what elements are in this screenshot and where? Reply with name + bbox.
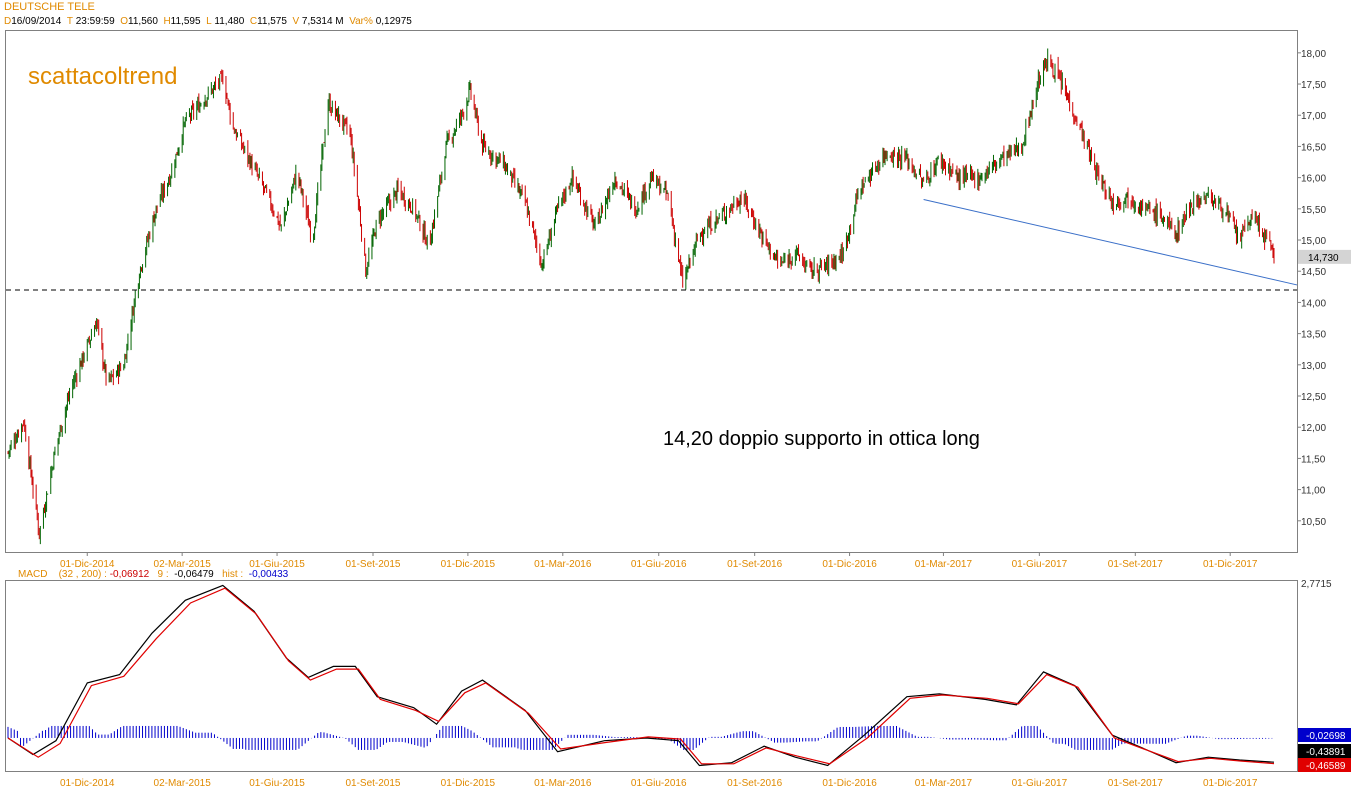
var-key: Var%	[349, 16, 373, 27]
macd-params: (32 , 200) :	[58, 569, 107, 580]
hist-label: hist :	[222, 569, 244, 580]
macd-value-label: -0,02698	[1306, 731, 1346, 742]
macd-line	[7, 584, 1275, 767]
y-tick-label: 10,50	[1301, 517, 1326, 528]
signal-label: 9 :	[157, 569, 169, 580]
y-tick-label: 17,50	[1301, 80, 1326, 91]
close-key: C	[249, 16, 258, 27]
low-key: L	[206, 16, 212, 27]
price-axis: 10,50 11,00 11,50 12,00 12,50 13,00 13,50 14,00…	[1297, 49, 1326, 528]
macd-value: -0,06912	[109, 569, 150, 580]
macd-x-tick-label: 01-Dic-2017	[1203, 778, 1258, 789]
x-tick-label: 01-Dic-2016	[822, 559, 877, 570]
last-price-label: 14,730	[1308, 253, 1339, 264]
y-tick-label: 16,50	[1301, 142, 1326, 153]
y-tick-label: 14,00	[1301, 298, 1326, 309]
y-tick-label: 14,50	[1301, 267, 1326, 278]
chart-overlays: 14,730	[6, 198, 1351, 291]
y-tick-label: 16,00	[1301, 174, 1326, 185]
x-tick-label: 01-Mar-2017	[915, 559, 973, 570]
instrument-title: DEUTSCHE TELE	[4, 1, 95, 13]
x-tick-label: 02-Mar-2015	[154, 559, 212, 570]
open-key: O	[120, 16, 129, 27]
macd-x-tick-label: 01-Dic-2015	[441, 778, 496, 789]
macd-x-tick-label: 01-Giu-2016	[631, 778, 687, 789]
macd-series: 2,7715 -0,02698 -0,43891 -0,46589	[7, 579, 1351, 772]
ohlc-info-row: D16/09/2014 T 23:59:59 O11,560 H11,595 L…	[4, 16, 412, 27]
macd-info-row: MACD (32 , 200) : -0,06912 9 : -0,06479 …	[18, 569, 288, 580]
x-tick-label: 01-Set-2017	[1108, 559, 1163, 570]
x-tick-label: 01-Set-2015	[345, 559, 400, 570]
y-tick-label: 15,00	[1301, 236, 1326, 247]
macd-value-label: -0,46589	[1306, 761, 1346, 772]
macd-x-tick-label: 01-Mar-2016	[534, 778, 592, 789]
date-key: D	[4, 16, 12, 27]
macd-value-label: -0,43891	[1306, 747, 1346, 758]
y-tick-label: 11,00	[1301, 486, 1326, 497]
macd-label: MACD	[18, 569, 48, 580]
x-tick-label: 01-Dic-2015	[441, 559, 496, 570]
low-value: 11,480	[214, 16, 245, 27]
y-tick-label: 13,50	[1301, 330, 1326, 341]
hist-value: -0,00433	[248, 569, 289, 580]
macd-value-badge	[1298, 758, 1351, 772]
time-key: T	[66, 16, 73, 27]
open-value: 11,560	[128, 16, 158, 27]
high-key: H	[163, 16, 171, 27]
date-value: 16/09/2014	[11, 16, 62, 27]
trendline	[923, 198, 1298, 286]
candlestick-series	[7, 48, 1275, 545]
macd-y-tick-label: 2,7715	[1301, 579, 1332, 590]
x-tick-label: 01-Dic-2017	[1203, 559, 1258, 570]
macd-panel-frame	[5, 580, 1298, 772]
high-value: 11,595	[170, 16, 201, 27]
macd-x-tick-label: 01-Set-2017	[1108, 778, 1163, 789]
macd-value-badge	[1298, 728, 1351, 742]
x-tick-label: 01-Dic-2014	[60, 559, 115, 570]
macd-x-tick-label: 02-Mar-2015	[154, 778, 212, 789]
y-tick-label: 18,00	[1301, 49, 1326, 60]
x-tick-label: 01-Giu-2015	[249, 559, 305, 570]
watermark: scattacoltrend	[28, 63, 177, 90]
y-tick-label: 13,00	[1301, 361, 1326, 372]
support-annotation: 14,20 doppio supporto in ottica long	[663, 428, 980, 450]
y-tick-label: 15,50	[1301, 205, 1326, 216]
macd-value-badge	[1298, 744, 1351, 758]
price-panel-frame	[5, 30, 1298, 553]
y-tick-label: 11,50	[1301, 454, 1326, 465]
last-price-badge	[1298, 249, 1351, 264]
time-value: 23:59:59	[75, 16, 115, 27]
date-axis: 01-Dic-2014 01-Dic-2014 02-Mar-2015 02-Mar-…	[60, 552, 1258, 789]
volume-value: 7,5314 M	[301, 16, 344, 27]
x-tick-label: 01-Mar-2016	[534, 559, 592, 570]
var-value: 0,12975	[375, 16, 412, 27]
macd-x-tick-label: 01-Giu-2015	[249, 778, 305, 789]
macd-x-tick-label: 01-Set-2016	[727, 778, 782, 789]
macd-x-tick-label: 01-Giu-2017	[1012, 778, 1068, 789]
macd-x-tick-label: 01-Mar-2017	[915, 778, 973, 789]
x-tick-label: 01-Set-2016	[727, 559, 782, 570]
close-value: 11,575	[257, 16, 287, 27]
volume-key: V	[292, 16, 300, 27]
macd-x-tick-label: 01-Set-2015	[345, 778, 400, 789]
signal-value: -0,06479	[174, 569, 214, 580]
y-tick-label: 12,50	[1301, 392, 1326, 403]
signal-line	[7, 587, 1275, 765]
x-tick-label: 01-Giu-2016	[631, 559, 687, 570]
x-tick-label: 01-Giu-2017	[1012, 559, 1068, 570]
y-tick-label: 12,00	[1301, 423, 1326, 434]
macd-x-tick-label: 01-Dic-2014	[60, 778, 115, 789]
y-tick-label: 17,00	[1301, 111, 1326, 122]
macd-x-tick-label: 01-Dic-2016	[822, 778, 877, 789]
